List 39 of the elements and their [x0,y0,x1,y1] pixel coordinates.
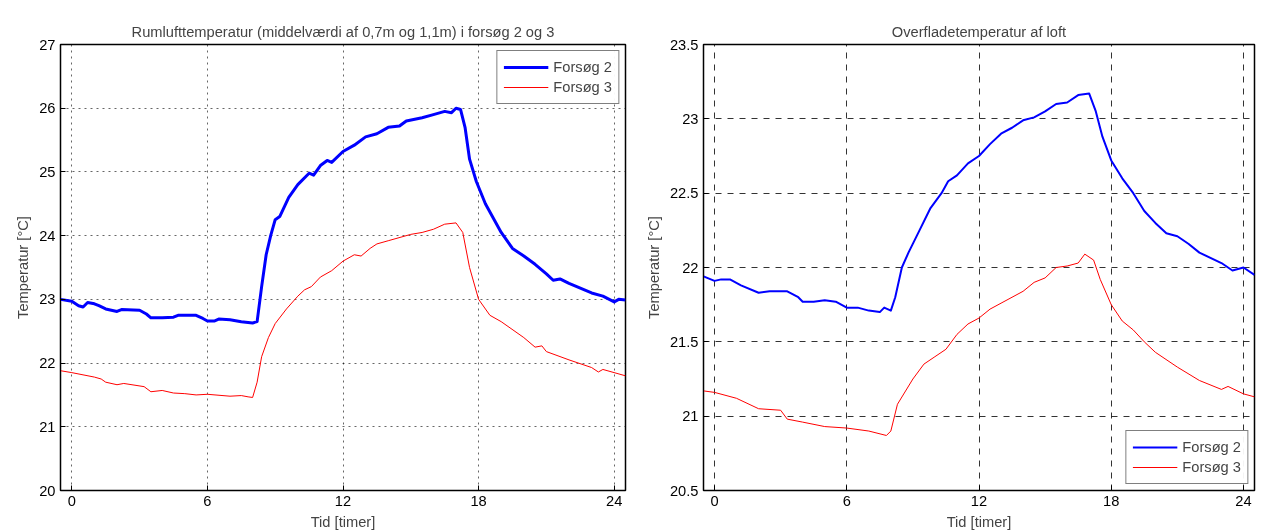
legend-label: Forsøg 3 [553,79,612,95]
y-tick-label: 24 [39,227,56,244]
y-axis-title: Temperatur [°C] [645,216,662,319]
x-tick-label: 24 [606,492,623,509]
y-tick-label: 22.5 [669,185,699,202]
x-tick-label: 6 [203,492,212,509]
legend-label: Forsøg 2 [1182,439,1241,455]
line-series [60,222,626,398]
legend-label: Forsøg 3 [1182,459,1241,475]
y-tick-label: 23 [682,110,699,127]
x-tick-label: 24 [1235,492,1252,509]
y-tick-label: 27 [39,36,56,53]
x-axis-title: Tid [timer] [310,513,376,530]
x-tick-label: 6 [842,492,851,509]
y-tick-label: 21 [39,418,56,435]
chart-title: Rumlufttemperatur (middelværdi af 0,7m og 1,1m) i forsøg 2 og 3 [131,23,555,40]
y-tick-label: 22 [39,355,56,372]
y-tick-label: 23.5 [669,36,699,53]
line-series [703,92,1255,314]
y-tick-label: 23 [39,291,56,308]
y-tick-label: 26 [39,100,56,117]
y-tick-label: 21 [682,408,699,425]
x-tick-label: 18 [470,492,487,509]
y-tick-label: 20 [39,482,56,499]
line-series [60,106,626,325]
x-tick-label: 0 [67,492,76,509]
x-tick-label: 12 [970,492,988,509]
y-axis-title: Temperatur [°C] [15,216,32,319]
x-tick-label: 12 [334,492,352,509]
x-tick-label: 0 [710,492,719,509]
y-tick-label: 22 [682,259,699,276]
x-tick-label: 18 [1103,492,1120,509]
legend-label: Forsøg 2 [553,59,612,75]
x-axis-title: Tid [timer] [946,513,1012,530]
y-tick-label: 20.5 [669,482,699,499]
y-tick-label: 25 [39,163,56,180]
line-series [703,253,1255,436]
chart-title: Overfladetemperatur af loft [891,23,1067,40]
y-tick-label: 21.5 [669,333,699,350]
